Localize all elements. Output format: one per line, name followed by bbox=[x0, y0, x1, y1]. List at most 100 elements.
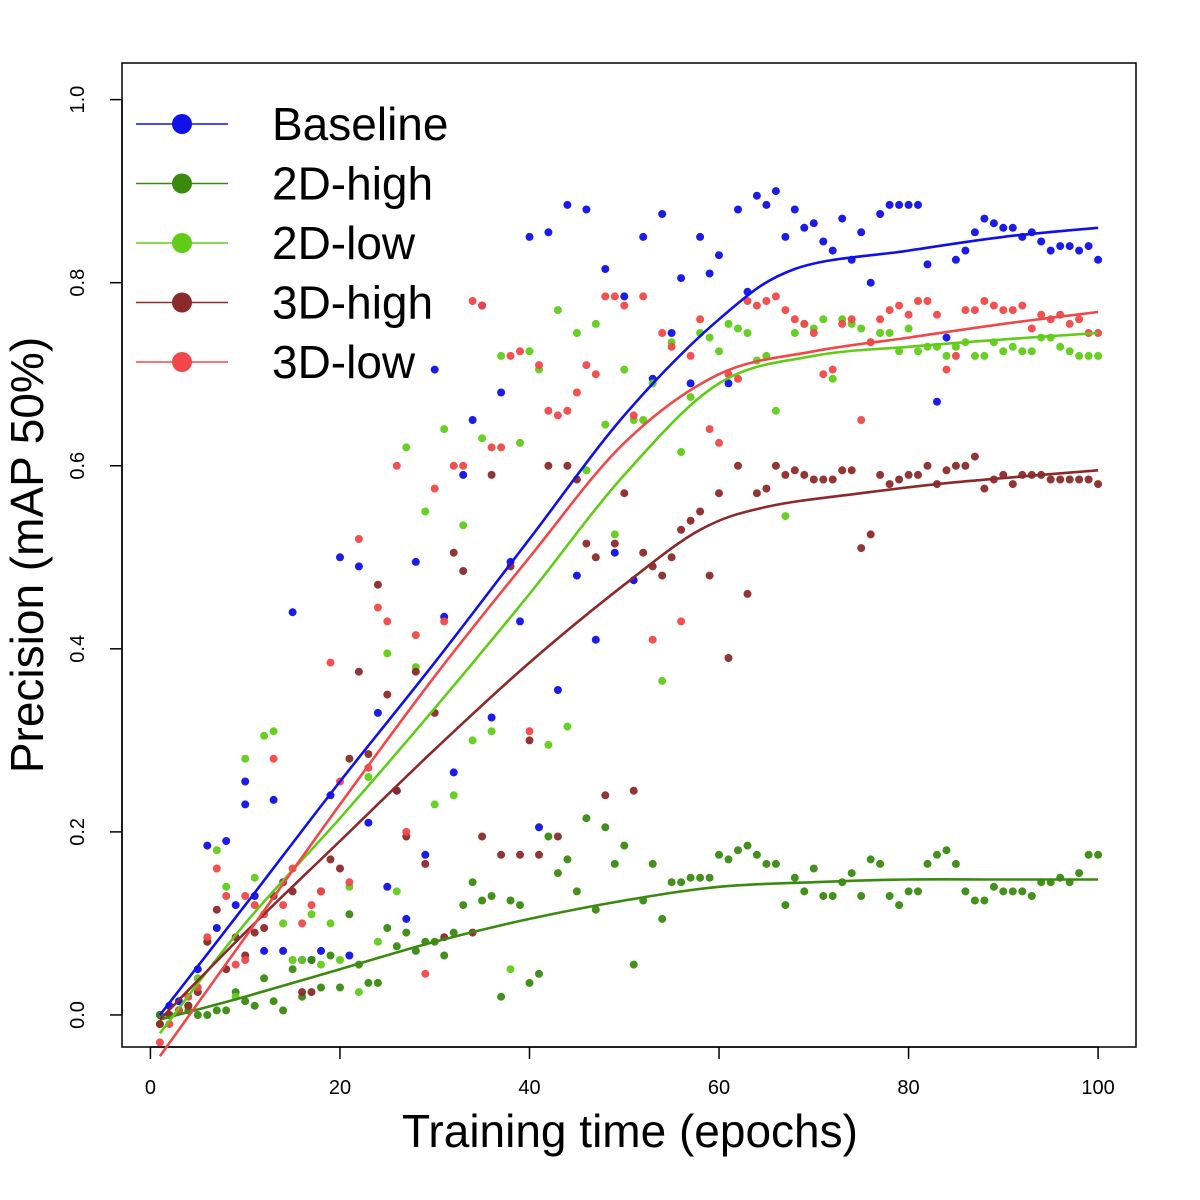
data-point bbox=[980, 896, 989, 905]
data-point bbox=[857, 324, 866, 333]
data-point bbox=[487, 727, 496, 736]
data-point bbox=[1094, 480, 1103, 489]
data-point bbox=[970, 351, 979, 360]
y-tick-label: 0.6 bbox=[67, 452, 89, 480]
data-point bbox=[686, 351, 695, 360]
data-point bbox=[639, 416, 648, 424]
data-point bbox=[468, 416, 477, 424]
data-point bbox=[516, 347, 524, 356]
data-point bbox=[1094, 351, 1103, 360]
data-point bbox=[212, 846, 221, 855]
data-point bbox=[838, 319, 847, 328]
data-point bbox=[771, 859, 780, 868]
legend-label: 3D-high bbox=[272, 277, 433, 329]
data-point bbox=[1008, 480, 1017, 489]
data-point bbox=[800, 887, 809, 896]
data-point bbox=[326, 919, 335, 928]
legend-label: 2D-high bbox=[272, 158, 433, 210]
data-point bbox=[686, 379, 695, 388]
data-point bbox=[876, 859, 885, 868]
data-point bbox=[895, 200, 904, 209]
data-point bbox=[762, 200, 771, 209]
data-point bbox=[525, 736, 534, 745]
data-point bbox=[383, 690, 392, 699]
data-point bbox=[317, 960, 325, 969]
data-point bbox=[895, 475, 904, 484]
data-point bbox=[478, 434, 487, 443]
data-point bbox=[506, 896, 515, 905]
data-point bbox=[184, 1001, 193, 1010]
data-point bbox=[1065, 347, 1074, 356]
data-point bbox=[970, 306, 979, 315]
data-point bbox=[241, 956, 250, 964]
data-point bbox=[383, 924, 392, 932]
data-point bbox=[771, 406, 780, 415]
data-point bbox=[591, 635, 600, 644]
data-point bbox=[317, 983, 325, 992]
data-point bbox=[421, 507, 430, 516]
data-point bbox=[610, 859, 619, 868]
data-point bbox=[497, 992, 506, 1001]
data-point bbox=[288, 956, 297, 964]
data-point bbox=[1027, 347, 1036, 356]
data-point bbox=[781, 470, 790, 479]
data-point bbox=[601, 265, 610, 273]
data-point bbox=[1075, 246, 1084, 255]
data-point bbox=[970, 452, 979, 461]
data-point bbox=[535, 850, 543, 859]
trend-line-3d-low bbox=[158, 310, 1099, 1057]
data-point bbox=[857, 228, 866, 237]
data-point bbox=[610, 530, 619, 539]
data-point bbox=[1037, 237, 1046, 246]
data-point bbox=[525, 978, 534, 987]
data-point bbox=[260, 946, 269, 955]
data-point bbox=[658, 571, 667, 580]
data-point bbox=[790, 315, 799, 324]
data-point bbox=[449, 928, 458, 937]
x-axis: 0 20 40 60 80 100 bbox=[145, 1046, 1115, 1099]
data-point bbox=[411, 557, 420, 566]
data-point bbox=[639, 548, 648, 557]
data-point bbox=[553, 306, 562, 315]
data-point bbox=[914, 887, 922, 896]
data-point bbox=[790, 466, 799, 475]
data-point bbox=[373, 603, 382, 612]
data-point bbox=[601, 420, 610, 429]
data-point bbox=[876, 470, 885, 479]
data-point bbox=[734, 846, 742, 855]
data-point bbox=[1065, 242, 1074, 251]
data-point bbox=[544, 832, 553, 841]
legend-item-3d-low: 3D-low bbox=[136, 336, 416, 388]
data-point bbox=[951, 461, 960, 470]
trend-lines bbox=[158, 226, 1099, 1057]
trend-line-2d-high bbox=[159, 877, 1099, 1021]
x-tick-label: 20 bbox=[329, 1077, 351, 1099]
data-point bbox=[478, 832, 487, 841]
legend-label: Baseline bbox=[272, 98, 448, 150]
data-point bbox=[610, 539, 619, 548]
data-point bbox=[222, 837, 231, 845]
data-point bbox=[459, 461, 468, 470]
data-point bbox=[639, 292, 648, 301]
data-point bbox=[449, 768, 458, 777]
data-point bbox=[980, 351, 989, 360]
data-point bbox=[743, 329, 752, 337]
data-point bbox=[440, 951, 449, 960]
data-point bbox=[591, 319, 600, 328]
data-point bbox=[914, 200, 922, 209]
data-point bbox=[1056, 475, 1065, 484]
data-point bbox=[790, 205, 799, 214]
data-point bbox=[724, 379, 733, 388]
data-point bbox=[904, 310, 913, 319]
data-point bbox=[193, 1011, 202, 1019]
data-point bbox=[250, 1001, 259, 1010]
data-point bbox=[819, 237, 828, 246]
data-point bbox=[923, 297, 932, 305]
series-points-2d-high bbox=[155, 814, 1103, 1019]
data-point bbox=[203, 1011, 212, 1019]
data-point bbox=[752, 191, 761, 200]
data-point bbox=[354, 535, 363, 543]
data-point bbox=[1075, 475, 1084, 484]
data-point bbox=[572, 571, 581, 580]
data-point bbox=[1008, 223, 1017, 232]
